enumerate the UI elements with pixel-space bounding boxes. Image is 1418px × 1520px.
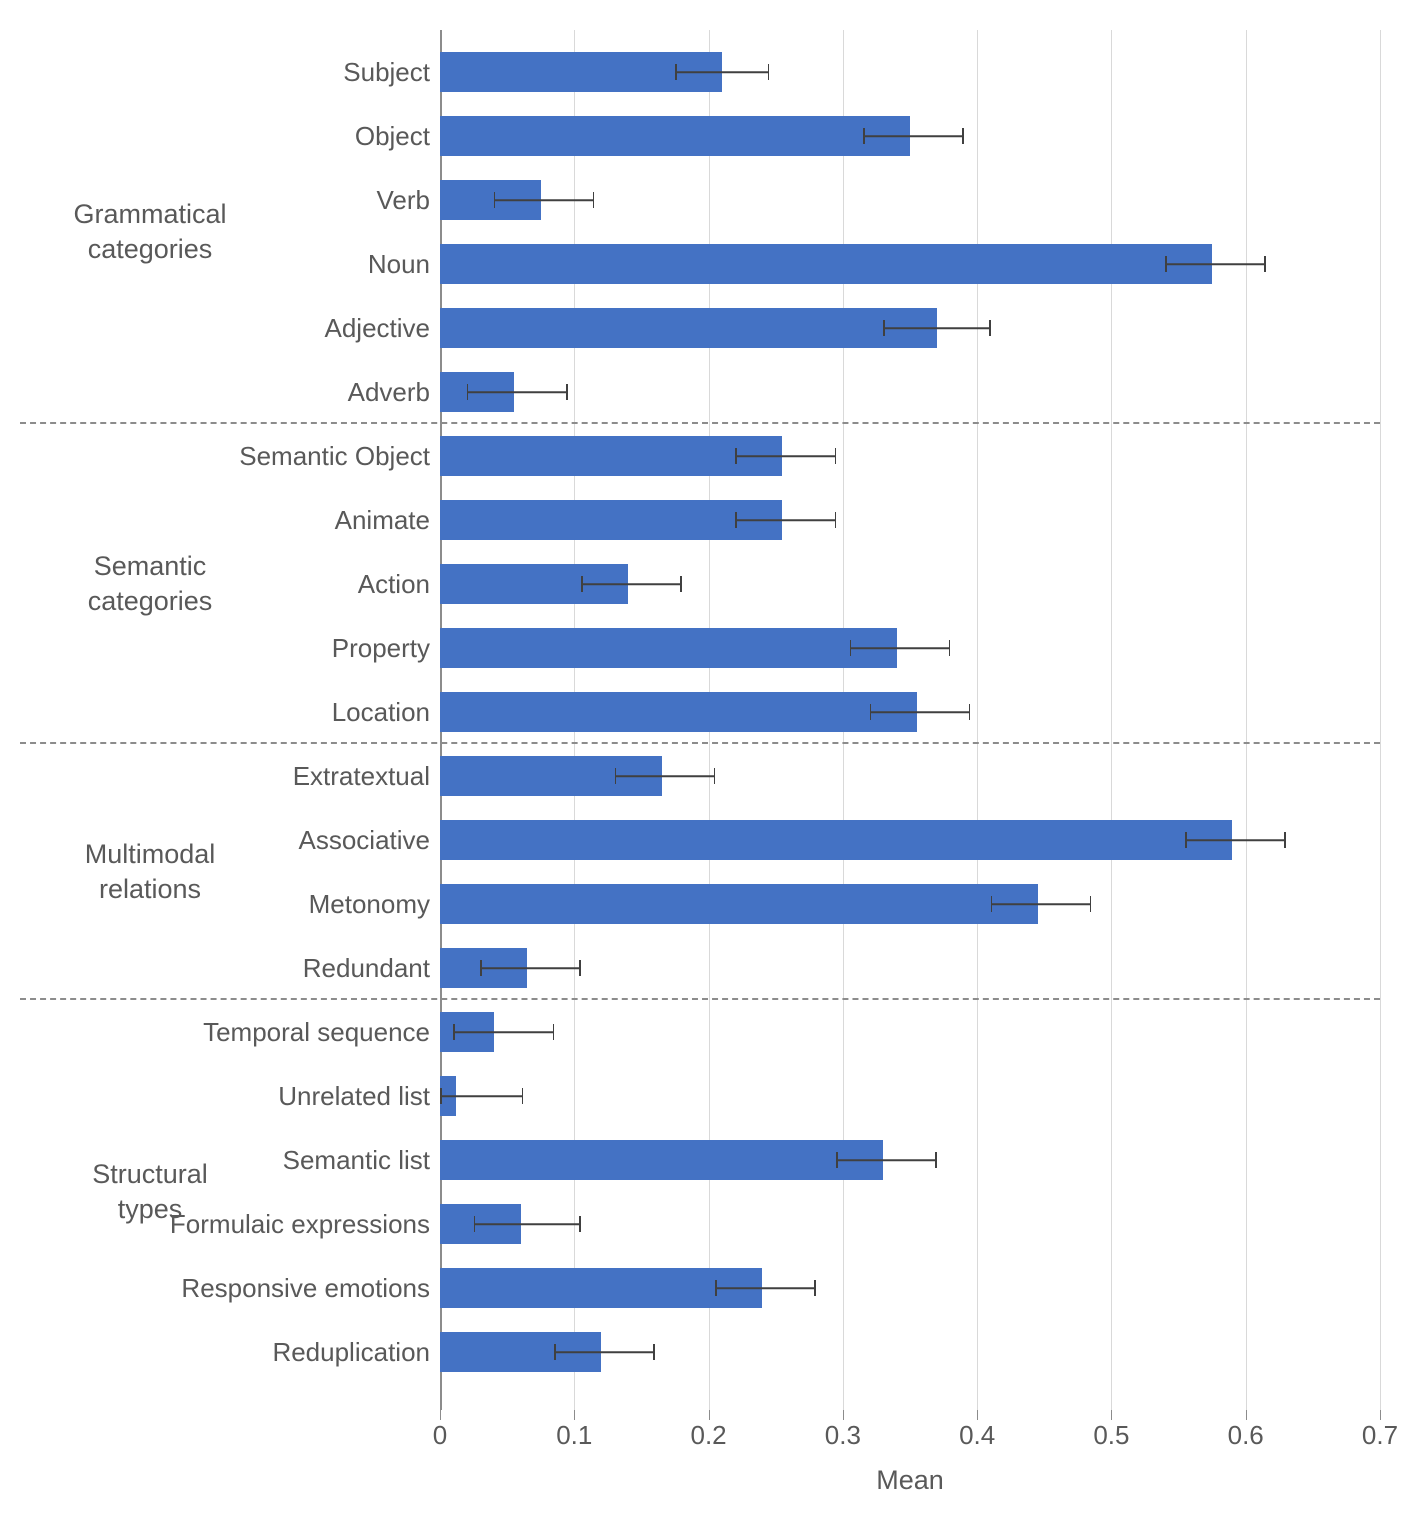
x-tick	[1111, 1410, 1112, 1420]
chart-container: 00.10.20.30.40.50.60.7MeanSubjectObjectV…	[20, 20, 1400, 1500]
error-bar	[675, 52, 769, 92]
error-bar	[1165, 244, 1266, 284]
bar-label: Temporal sequence	[130, 1017, 430, 1048]
error-bar	[735, 500, 836, 540]
error-bar	[863, 116, 964, 156]
x-tick	[709, 1410, 710, 1420]
group-divider	[20, 998, 1380, 1000]
x-tick	[977, 1410, 978, 1420]
bar-label: Extratextual	[130, 761, 430, 792]
error-bar	[581, 564, 682, 604]
chart-row: Unrelated list	[440, 1064, 1380, 1128]
x-tick-label: 0	[433, 1420, 447, 1451]
chart-row: Semantic list	[440, 1128, 1380, 1192]
x-tick	[843, 1410, 844, 1420]
bar-label: Adverb	[130, 377, 430, 408]
error-bar	[467, 372, 568, 412]
bar	[440, 116, 910, 156]
bar	[440, 820, 1232, 860]
chart-row: Temporal sequence	[440, 1000, 1380, 1064]
x-tick-label: 0.7	[1362, 1420, 1398, 1451]
x-tick-label: 0.4	[959, 1420, 995, 1451]
bar	[440, 1268, 762, 1308]
chart-row: Redundant	[440, 936, 1380, 1000]
error-bar	[836, 1140, 937, 1180]
bar-label: Subject	[130, 57, 430, 88]
bar	[440, 500, 782, 540]
x-tick	[574, 1410, 575, 1420]
bar-label: Object	[130, 121, 430, 152]
error-bar	[735, 436, 836, 476]
x-tick-label: 0.2	[690, 1420, 726, 1451]
bar-label: Redundant	[130, 953, 430, 984]
x-tick-label: 0.5	[1093, 1420, 1129, 1451]
bar-label: Property	[130, 633, 430, 664]
bar-label: Semantic Object	[130, 441, 430, 472]
chart-row: Action	[440, 552, 1380, 616]
bar-label: Responsive emotions	[130, 1273, 430, 1304]
error-bar	[615, 756, 716, 796]
chart-row: Animate	[440, 488, 1380, 552]
bar	[440, 692, 917, 732]
bar	[440, 436, 782, 476]
error-bar	[850, 628, 951, 668]
plot-area: 00.10.20.30.40.50.60.7MeanSubjectObjectV…	[440, 30, 1380, 1410]
chart-row: Verb	[440, 168, 1380, 232]
chart-row: Noun	[440, 232, 1380, 296]
error-bar	[453, 1012, 554, 1052]
x-tick	[1380, 1410, 1381, 1420]
x-axis-title: Mean	[876, 1465, 944, 1496]
chart-row: Responsive emotions	[440, 1256, 1380, 1320]
group-divider	[20, 422, 1380, 424]
group-label: Semanticcategories	[20, 549, 280, 619]
error-bar	[480, 948, 581, 988]
error-bar	[474, 1204, 581, 1244]
chart-row: Reduplication	[440, 1320, 1380, 1384]
bar	[440, 884, 1038, 924]
chart-row: Property	[440, 616, 1380, 680]
chart-row: Formulaic expressions	[440, 1192, 1380, 1256]
chart-row: Metonomy	[440, 872, 1380, 936]
bar	[440, 1140, 883, 1180]
chart-row: Subject	[440, 40, 1380, 104]
error-bar	[715, 1268, 816, 1308]
x-tick	[1246, 1410, 1247, 1420]
bar	[440, 628, 897, 668]
error-bar	[554, 1332, 655, 1372]
chart-row: Location	[440, 680, 1380, 744]
chart-row: Extratextual	[440, 744, 1380, 808]
bar-label: Location	[130, 697, 430, 728]
bar	[440, 244, 1212, 284]
x-tick-label: 0.6	[1228, 1420, 1264, 1451]
x-tick	[440, 1410, 441, 1420]
chart-row: Object	[440, 104, 1380, 168]
bar-label: Animate	[130, 505, 430, 536]
bar	[440, 308, 937, 348]
group-label: Grammaticalcategories	[20, 197, 280, 267]
chart-row: Adverb	[440, 360, 1380, 424]
chart-row: Adjective	[440, 296, 1380, 360]
error-bar	[1185, 820, 1286, 860]
chart-row: Semantic Object	[440, 424, 1380, 488]
gridline	[1380, 30, 1381, 1410]
group-divider	[20, 742, 1380, 744]
error-bar	[494, 180, 595, 220]
chart-row: Associative	[440, 808, 1380, 872]
group-label: Structuraltypes	[20, 1157, 280, 1227]
bar-label: Reduplication	[130, 1337, 430, 1368]
x-tick-label: 0.3	[825, 1420, 861, 1451]
error-bar	[440, 1076, 523, 1116]
error-bar	[991, 884, 1092, 924]
error-bar	[870, 692, 971, 732]
error-bar	[883, 308, 990, 348]
bar-label: Adjective	[130, 313, 430, 344]
group-label: Multimodalrelations	[20, 837, 280, 907]
x-tick-label: 0.1	[556, 1420, 592, 1451]
bar-label: Unrelated list	[130, 1081, 430, 1112]
